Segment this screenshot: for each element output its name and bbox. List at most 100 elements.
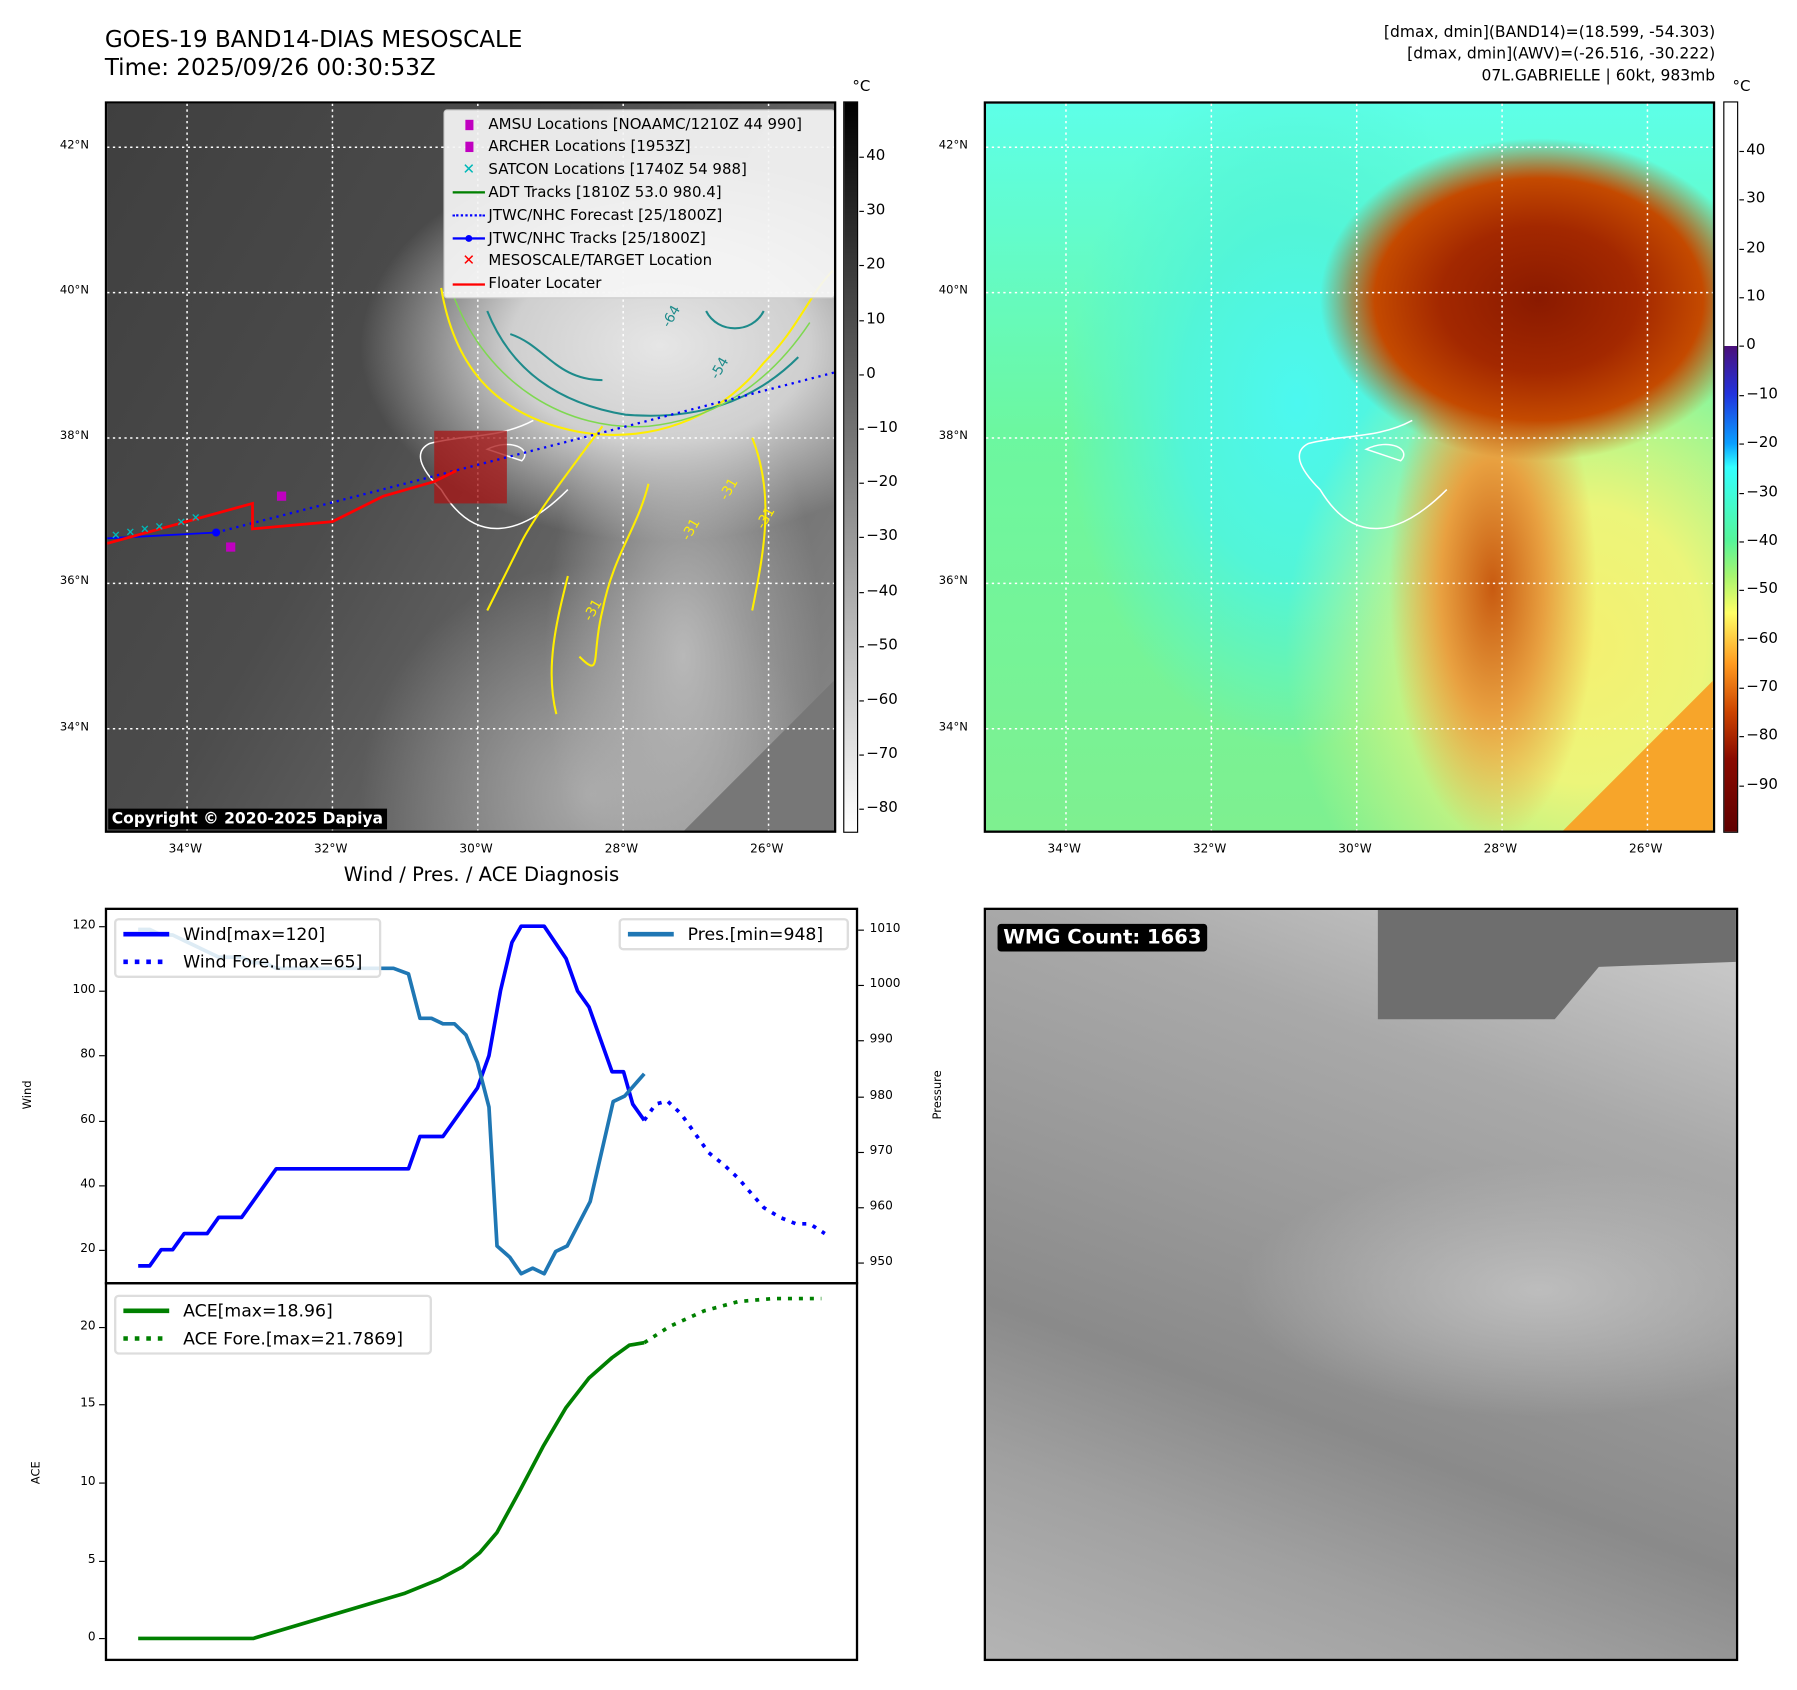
series-line-wind-fore-	[642, 1099, 826, 1236]
legend-label: ACE[max=18.96]	[183, 1300, 333, 1322]
colorbar-tick: −80	[859, 799, 898, 817]
longitude-label: 30°W	[1338, 842, 1372, 856]
copyright-label: Copyright © 2020-2025 Dapiya	[108, 808, 387, 830]
latitude-label: 38°N	[938, 429, 968, 443]
y-tick-mark	[99, 1055, 105, 1057]
colorbar-tick: −60	[1739, 629, 1778, 648]
square-symbol-icon	[449, 142, 488, 153]
colorbar-tick: −80	[1739, 727, 1778, 745]
longitude-label: 32°W	[314, 842, 348, 856]
wind-legend: Wind[max=120] Wind Fore.[max=65]	[114, 918, 382, 978]
longitude-label: 34°W	[168, 842, 203, 856]
ace-chart: ACE[max=18.96] ACE Fore.[max=21.7869]	[104, 1282, 859, 1662]
contour-label: -31	[678, 516, 703, 544]
legend-label: AMSU Locations [NOAAMC/1210Z 44 990]	[488, 115, 802, 134]
series-line-ace	[138, 1340, 645, 1641]
y2-tick-mark	[858, 1096, 864, 1098]
y-tick-mark	[99, 1326, 105, 1328]
colorbar-tick: −60	[859, 690, 898, 709]
contour-label: -31	[716, 476, 741, 504]
legend-label: Floater Locater	[488, 275, 602, 293]
amsu-marker	[276, 491, 287, 501]
pressure-axis-label: Pressure	[931, 1070, 945, 1120]
legend-label: Pres.[min=948]	[687, 923, 824, 945]
yellow-contour	[440, 269, 834, 715]
ace-legend: ACE[max=18.96] ACE Fore.[max=21.7869]	[114, 1294, 432, 1355]
y2-tick-mark	[858, 1207, 864, 1209]
latitude-label: 36°N	[59, 575, 89, 588]
line-symbol-icon	[449, 191, 488, 194]
y-tick-label: 40	[80, 1176, 96, 1191]
y-tick-label: 5	[87, 1552, 96, 1567]
legend-label: MESOSCALE/TARGET Location	[488, 252, 713, 270]
storm-summary: 07L.GABRIELLE | 60kt, 983mb	[1481, 66, 1716, 86]
x-symbol-icon: ✕	[462, 252, 476, 270]
colorbar-tick: −40	[859, 582, 898, 600]
colorbar-unit-right: °C	[1732, 78, 1751, 96]
awv-range: [dmax, dmin](AWV)=(-26.516, -30.222)	[1407, 44, 1716, 64]
coastline-contour	[1298, 419, 1448, 530]
figure-title: GOES-19 BAND14-DIAS MESOSCALE Time: 2025…	[105, 25, 523, 80]
colorbar-tick: −20	[859, 473, 898, 491]
satcon-marker: ×	[155, 519, 165, 533]
y2-tick-mark	[858, 1040, 864, 1042]
legend-item: Floater Locater	[449, 273, 601, 296]
legend-label: SATCON Locations [1740Z 54 988]	[488, 161, 747, 179]
y2-tick-label: 1000	[869, 976, 901, 991]
latitude-label: 34°N	[59, 720, 89, 734]
line-dot-symbol-icon	[449, 234, 488, 242]
y-tick-mark	[99, 1120, 105, 1122]
wmg-count-label: WMG Count: 1663	[997, 923, 1208, 952]
band14-range: [dmax, dmin](BAND14)=(18.599, -54.303)	[1383, 23, 1716, 42]
floater-track	[107, 469, 457, 545]
series-line-ace-fore-	[643, 1296, 822, 1345]
amsu-marker	[226, 542, 236, 552]
y2-tick-mark	[858, 929, 864, 931]
colorbar-tick: −40	[1739, 532, 1778, 550]
y-tick-mark	[99, 1560, 105, 1562]
colorbar-tick: 40	[1739, 141, 1766, 159]
map-legend: AMSU Locations [NOAAMC/1210Z 44 990] ARCH…	[443, 109, 834, 299]
band14-map: -64 -54 -31 -31 -31 -31 × × × × × × AMSU Locations …	[104, 101, 837, 833]
wind-pressure-chart: Wind[max=120] Wind Fore.[max=65] Pres.[m…	[104, 907, 859, 1285]
y-tick-mark	[99, 926, 105, 928]
y-tick-mark	[99, 1482, 105, 1484]
y-tick-label: 100	[72, 982, 96, 997]
y2-tick-mark	[858, 984, 864, 987]
wmg-dark-region	[1377, 910, 1736, 1020]
solid-line-swatch	[627, 931, 674, 937]
y-tick-label: 60	[80, 1112, 96, 1127]
y2-tick-mark	[858, 1151, 864, 1153]
colorbar-unit-left: °C	[852, 78, 871, 96]
colorbar-tick: −70	[1739, 678, 1778, 696]
y-tick-label: 10	[80, 1474, 96, 1489]
no-data-corner	[684, 680, 834, 831]
product-title: GOES-19 BAND14-DIAS MESOSCALE	[104, 25, 523, 53]
colorbar-tick: −50	[1739, 580, 1778, 599]
colorbar-tick: 0	[1739, 336, 1756, 355]
y2-tick-label: 960	[869, 1199, 893, 1213]
y2-tick-label: 990	[869, 1032, 893, 1047]
longitude-label: 28°W	[1483, 842, 1518, 856]
contour-label: -31	[753, 504, 778, 532]
legend-item: ✕ MESOSCALE/TARGET Location	[449, 250, 713, 273]
longitude-label: 34°W	[1047, 842, 1081, 856]
series-line-wind	[138, 924, 646, 1268]
awv-map	[983, 101, 1716, 833]
dotted-line-swatch	[123, 1336, 170, 1341]
y2-tick-mark	[858, 1262, 864, 1264]
legend-label: ADT Tracks [1810Z 53.0 980.4]	[488, 184, 722, 202]
legend-wind-forecast: Wind Fore.[max=65]	[116, 948, 379, 976]
latitude-label: 42°N	[59, 139, 89, 152]
colorbar-tick: 30	[859, 201, 886, 220]
colorbar-tick: 10	[859, 310, 886, 328]
legend-label: ARCHER Locations [1953Z]	[488, 138, 691, 156]
colorbar-tick: 30	[1739, 190, 1766, 208]
y-tick-mark	[99, 1404, 105, 1406]
colorbar-tick: 40	[859, 147, 886, 165]
y-tick-label: 120	[72, 918, 96, 932]
solid-line-swatch	[123, 931, 170, 937]
longitude-label: 26°W	[1629, 842, 1663, 856]
ace-axis-label: ACE	[30, 1461, 44, 1485]
legend-item: AMSU Locations [NOAAMC/1210Z 44 990]	[449, 113, 802, 136]
